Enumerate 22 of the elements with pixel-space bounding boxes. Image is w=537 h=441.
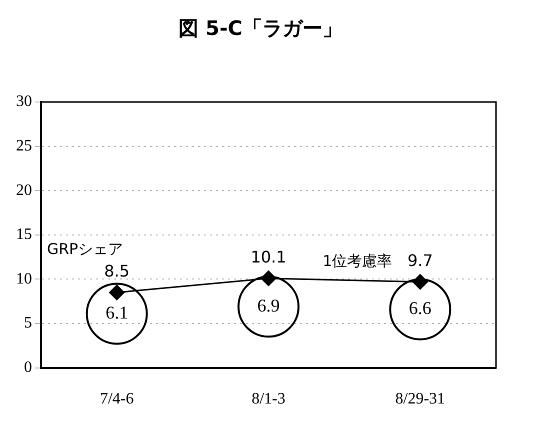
y-tick-label: 20	[16, 182, 32, 199]
data-label: 6.1	[106, 302, 128, 322]
point	[412, 274, 428, 290]
y-tick-label: 0	[24, 359, 32, 376]
y-tick-label: 15	[16, 226, 32, 244]
series-label: 1位考慮率	[322, 252, 392, 270]
x-tick-label: 8/1-3	[252, 390, 286, 408]
series-label: GRPシェア	[47, 240, 124, 258]
data-label: 10.1	[250, 247, 286, 266]
data-label: 9.7	[407, 251, 433, 270]
data-label: 8.5	[104, 262, 130, 281]
data-label: 6.9	[257, 295, 280, 316]
point	[109, 284, 125, 300]
y-tick-label: 30	[16, 93, 32, 110]
chart-title: 図 5-C「ラガー」	[178, 16, 342, 40]
x-tick-label: 7/4-6	[100, 390, 134, 408]
y-tick-label: 5	[24, 314, 32, 332]
x-tick-label: 8/29-31	[395, 390, 446, 408]
point	[260, 270, 276, 286]
data-label: 6.6	[408, 298, 432, 318]
y-tick-label: 25	[16, 138, 32, 155]
y-tick-label: 10	[16, 270, 32, 288]
